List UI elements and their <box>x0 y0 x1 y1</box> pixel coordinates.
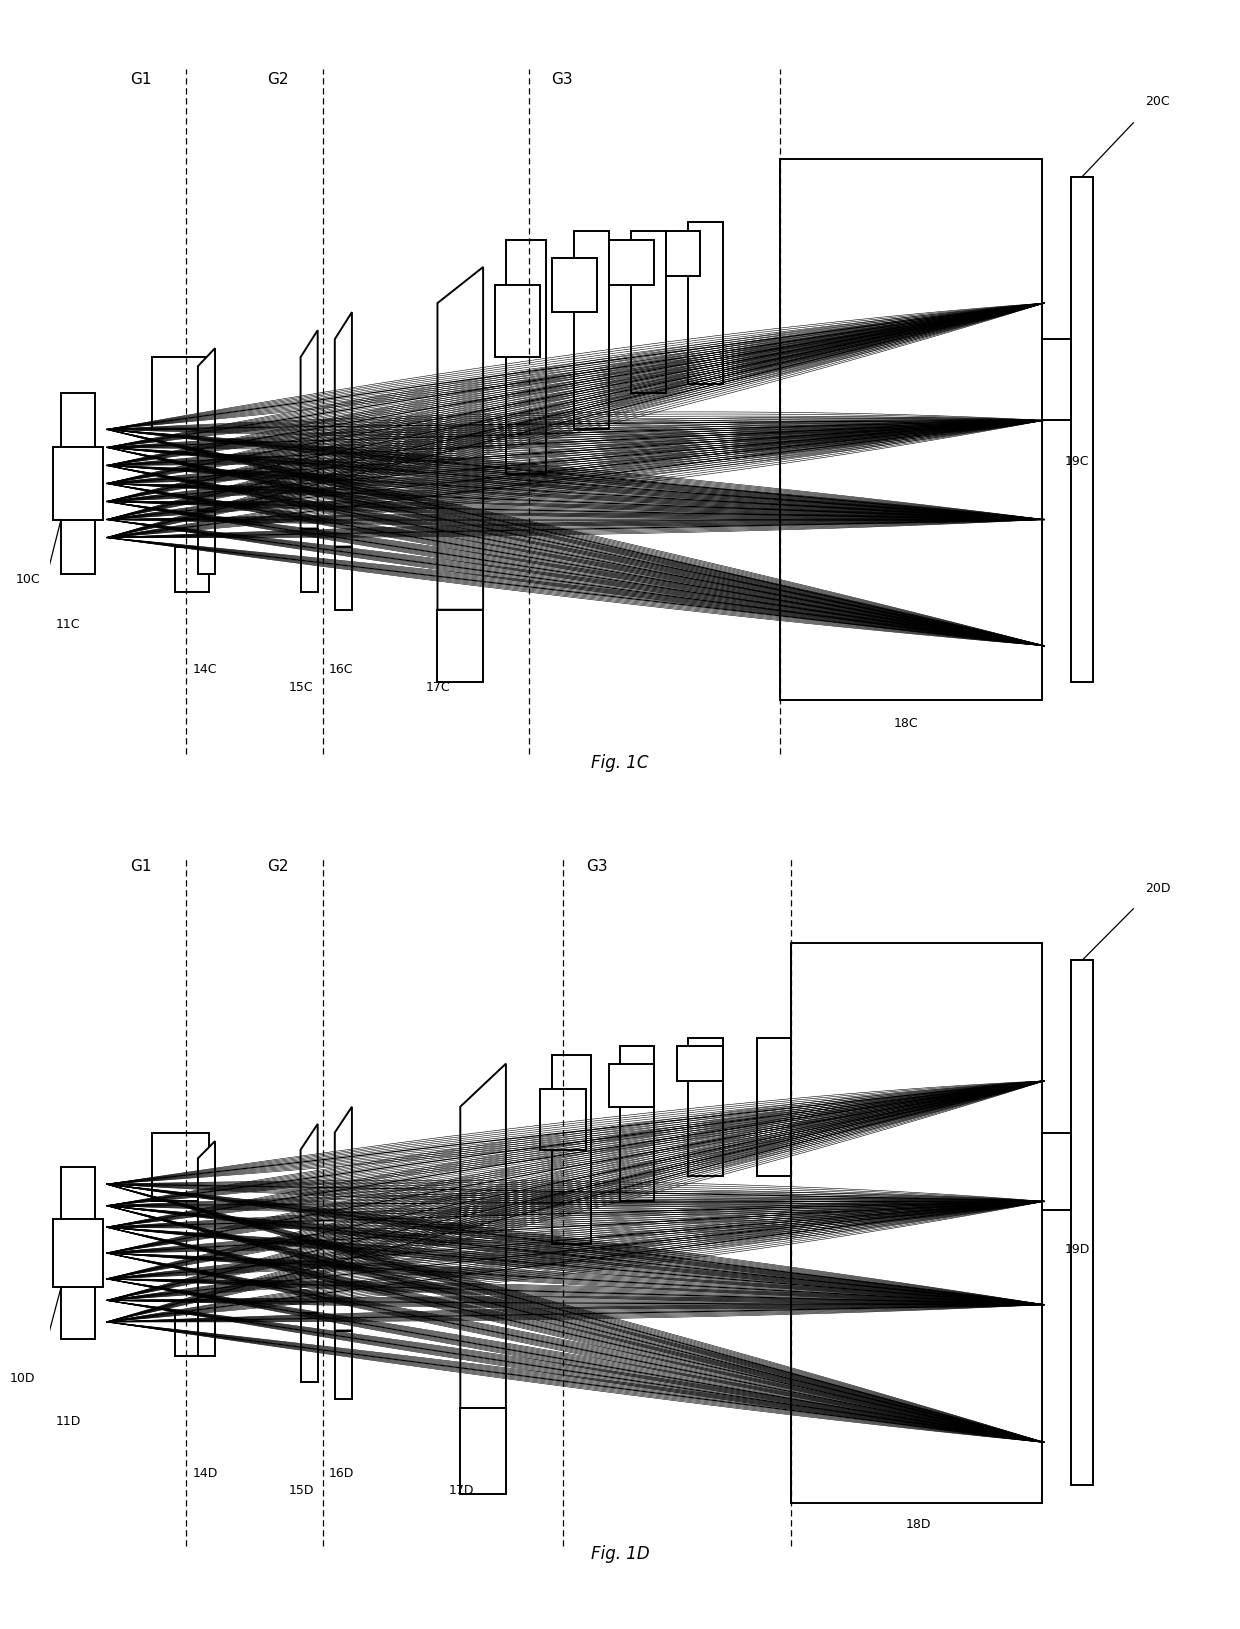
Text: G2: G2 <box>267 72 289 86</box>
FancyBboxPatch shape <box>1042 1132 1070 1210</box>
Polygon shape <box>460 1064 506 1407</box>
Text: 20C: 20C <box>1145 94 1169 108</box>
FancyBboxPatch shape <box>61 393 95 448</box>
FancyBboxPatch shape <box>53 448 103 520</box>
Polygon shape <box>335 1331 352 1399</box>
Polygon shape <box>300 528 317 591</box>
Text: 15D: 15D <box>289 1484 315 1497</box>
FancyBboxPatch shape <box>153 357 210 430</box>
Text: 14D: 14D <box>192 1466 217 1479</box>
Polygon shape <box>198 510 215 573</box>
Text: 15C: 15C <box>289 681 314 694</box>
Polygon shape <box>335 313 352 547</box>
Text: 10C: 10C <box>15 573 40 586</box>
FancyBboxPatch shape <box>61 1287 95 1339</box>
Text: 11D: 11D <box>56 1416 81 1429</box>
FancyBboxPatch shape <box>609 1064 655 1106</box>
FancyBboxPatch shape <box>609 239 655 285</box>
FancyBboxPatch shape <box>756 1038 791 1176</box>
FancyBboxPatch shape <box>61 1166 95 1218</box>
Text: Fig. 1D: Fig. 1D <box>590 1544 650 1562</box>
FancyBboxPatch shape <box>175 547 210 591</box>
FancyBboxPatch shape <box>1042 339 1070 420</box>
Text: 20D: 20D <box>1145 881 1171 894</box>
FancyBboxPatch shape <box>153 1132 210 1202</box>
Polygon shape <box>300 1124 317 1313</box>
Text: G1: G1 <box>130 72 151 86</box>
Text: 17C: 17C <box>427 681 450 694</box>
Text: G2: G2 <box>267 858 289 875</box>
FancyBboxPatch shape <box>552 257 598 313</box>
Polygon shape <box>335 1106 352 1331</box>
FancyBboxPatch shape <box>61 520 95 573</box>
Text: G3: G3 <box>585 858 608 875</box>
Text: 16D: 16D <box>329 1466 355 1479</box>
FancyBboxPatch shape <box>688 1038 723 1176</box>
Text: Fig. 1C: Fig. 1C <box>591 754 649 772</box>
FancyBboxPatch shape <box>53 1218 103 1287</box>
Text: 10D: 10D <box>10 1372 35 1385</box>
Polygon shape <box>460 1407 506 1494</box>
FancyBboxPatch shape <box>506 239 546 474</box>
FancyBboxPatch shape <box>175 1313 210 1357</box>
Text: 19D: 19D <box>1065 1243 1090 1256</box>
FancyBboxPatch shape <box>552 1056 591 1245</box>
FancyBboxPatch shape <box>677 1046 723 1082</box>
FancyBboxPatch shape <box>495 285 541 357</box>
Polygon shape <box>438 267 484 609</box>
Text: 14C: 14C <box>192 663 217 676</box>
Polygon shape <box>438 609 484 683</box>
Text: 19C: 19C <box>1065 456 1090 469</box>
Text: 11C: 11C <box>56 617 79 630</box>
Polygon shape <box>335 547 352 609</box>
Polygon shape <box>198 1142 215 1297</box>
Polygon shape <box>300 1313 317 1381</box>
Text: G3: G3 <box>552 72 573 86</box>
Polygon shape <box>300 331 317 528</box>
FancyBboxPatch shape <box>631 231 666 393</box>
FancyBboxPatch shape <box>574 231 609 430</box>
Text: 18D: 18D <box>905 1518 931 1531</box>
Text: 17D: 17D <box>449 1484 475 1497</box>
Text: 16C: 16C <box>329 663 353 676</box>
Polygon shape <box>198 1297 215 1357</box>
Text: 18C: 18C <box>894 717 919 730</box>
FancyBboxPatch shape <box>541 1090 585 1150</box>
FancyBboxPatch shape <box>688 222 723 384</box>
Polygon shape <box>198 349 215 510</box>
FancyBboxPatch shape <box>666 231 699 275</box>
FancyBboxPatch shape <box>620 1046 655 1202</box>
Text: G1: G1 <box>130 858 151 875</box>
